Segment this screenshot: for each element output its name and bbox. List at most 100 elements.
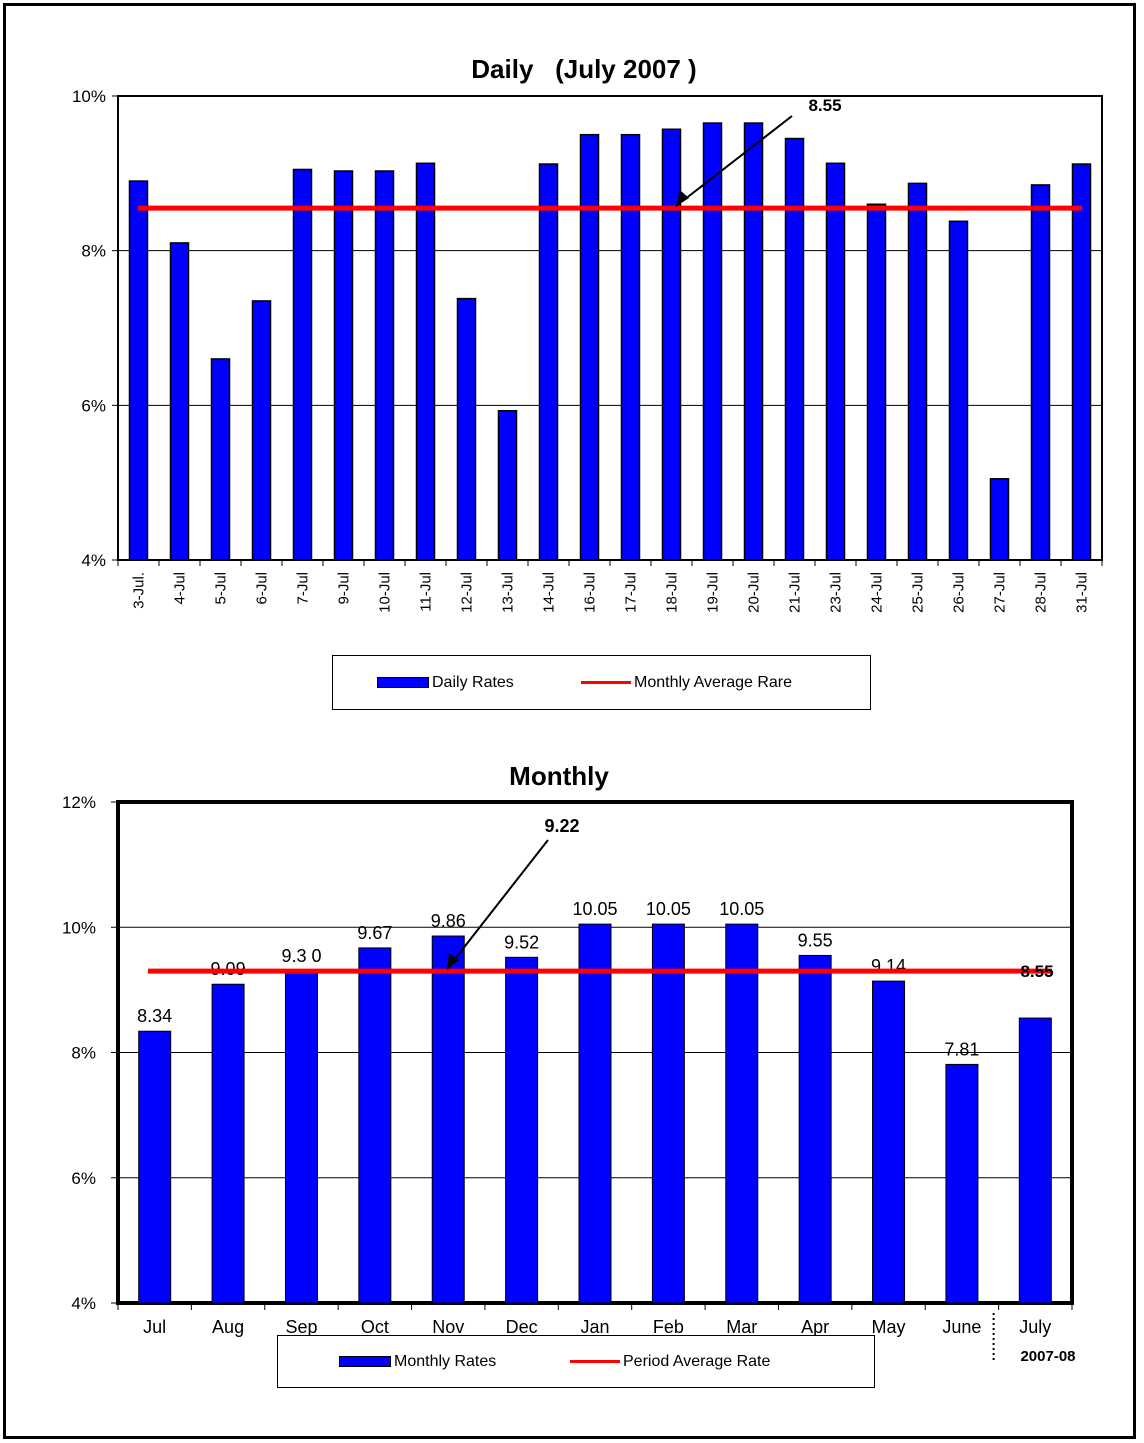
y-tick-label: 10% [72, 87, 106, 106]
monthly-bar [1018, 1017, 1052, 1304]
x-tick-label: 28-Jul [1033, 572, 1050, 613]
x-tick-label: 11-Jul [418, 572, 435, 612]
daily-bar [743, 122, 764, 561]
legend-item-average: Period Average Rate [570, 1336, 770, 1387]
x-tick-label: 31-Jul [1074, 572, 1091, 613]
monthly-bar [505, 956, 539, 1304]
x-tick-label: 12-Jul [459, 572, 476, 613]
data-label: 9.86 [431, 911, 466, 931]
data-label: 8.34 [137, 1006, 172, 1026]
daily-bar [415, 162, 436, 561]
daily-bar [1030, 184, 1051, 561]
daily-bar [1071, 163, 1092, 561]
monthly-bar [138, 1030, 172, 1304]
page-frame [3, 3, 1136, 1439]
period-label: 2007-08 [1020, 1348, 1075, 1365]
x-tick-label: 21-Jul [787, 572, 804, 613]
data-label: 9.67 [357, 923, 392, 943]
x-tick-label: June [942, 1317, 981, 1337]
data-label: 10.05 [572, 899, 617, 919]
x-tick-label: 5-Jul [213, 572, 230, 605]
legend-label: Monthly Rates [394, 1352, 497, 1370]
chart-title: Monthly [509, 761, 609, 791]
arrow-line [675, 115, 793, 207]
x-tick-label: 16-Jul [582, 572, 599, 613]
daily-bar [210, 358, 231, 561]
data-label: 10.05 [646, 899, 691, 919]
daily-bar [579, 133, 600, 561]
daily-bar [907, 182, 928, 561]
x-tick-label: Jan [580, 1317, 609, 1337]
y-tick-label: 12% [62, 793, 96, 812]
x-tick-label: 10-Jul [377, 572, 394, 613]
monthly-bar [211, 983, 245, 1304]
legend-swatch-line [570, 1360, 620, 1363]
daily-bar [825, 162, 846, 561]
x-tick-label: 26-Jul [951, 572, 968, 613]
daily-bar [784, 137, 805, 561]
daily-chart: Daily (July 2007 ) 4% 6% 8% 10% 3-Jul. 4-Jul 5… [72, 54, 1103, 613]
data-label: 10.05 [719, 899, 764, 919]
y-tick-label: 4% [71, 1294, 96, 1313]
y-tick-label: 6% [81, 396, 106, 415]
average-label: 9.22 [544, 816, 579, 836]
x-tick-label: Aug [212, 1317, 244, 1337]
x-tick-label: 13-Jul [500, 572, 517, 613]
y-tick-label: 8% [71, 1044, 96, 1063]
x-tick-label: 24-Jul [869, 572, 886, 613]
monthly-legend: Monthly Rates Period Average Rate [277, 1335, 875, 1388]
legend-item-average: Monthly Average Rare [581, 656, 792, 709]
average-label: 8.55 [808, 96, 841, 115]
daily-bar [989, 478, 1010, 561]
y-tick-label: 10% [62, 918, 96, 937]
end-value-label: 8.55 [1020, 962, 1053, 981]
data-label: 7.81 [944, 1039, 979, 1059]
x-tick-label: Nov [432, 1317, 464, 1337]
daily-bar [251, 300, 272, 561]
data-label: 9.52 [504, 932, 539, 952]
daily-bar [333, 170, 354, 561]
x-tick-label: 6-Jul [254, 572, 271, 605]
y-tick-label: 4% [81, 551, 106, 570]
chart-title: Daily (July 2007 ) [471, 54, 696, 84]
daily-bar [661, 128, 682, 561]
daily-bar [128, 180, 149, 561]
data-label: 9.55 [798, 930, 833, 950]
x-tick-label: 25-Jul [910, 572, 927, 613]
daily-bar [538, 163, 559, 561]
x-tick-label: Sep [285, 1317, 317, 1337]
daily-bar [866, 203, 887, 561]
legend-item-monthly-rates: Monthly Rates [339, 1336, 496, 1387]
x-tick-label: Apr [801, 1317, 829, 1337]
y-tick-label: 8% [81, 242, 106, 261]
daily-legend: Daily Rates Monthly Average Rare [332, 655, 871, 710]
x-tick-label: Mar [726, 1317, 757, 1337]
x-tick-label: 20-Jul [746, 572, 763, 613]
daily-bar [456, 297, 477, 561]
monthly-bar [358, 947, 392, 1304]
daily-bar [948, 220, 969, 561]
legend-swatch-line [581, 681, 631, 684]
x-tick-label: July [1019, 1317, 1051, 1337]
daily-bar [497, 409, 518, 561]
x-tick-label: 9-Jul [336, 572, 353, 605]
monthly-bar [578, 923, 612, 1304]
x-tick-label: 14-Jul [541, 572, 558, 613]
daily-bar [702, 122, 723, 561]
monthly-bar [798, 954, 832, 1304]
daily-bar [169, 242, 190, 561]
x-tick-label: 27-Jul [992, 572, 1009, 613]
monthly-bar [725, 923, 759, 1304]
x-tick-label: 18-Jul [664, 572, 681, 613]
daily-bar [374, 170, 395, 561]
legend-item-daily-rates: Daily Rates [377, 656, 514, 709]
legend-label: Monthly Average Rare [634, 673, 793, 691]
x-tick-label: 17-Jul [623, 572, 640, 613]
monthly-bar [651, 923, 685, 1304]
x-tick-label: May [872, 1317, 906, 1337]
daily-bar [292, 168, 313, 561]
monthly-bar [872, 980, 906, 1304]
arrow-head [447, 953, 459, 970]
legend-label: Daily Rates [432, 673, 514, 691]
